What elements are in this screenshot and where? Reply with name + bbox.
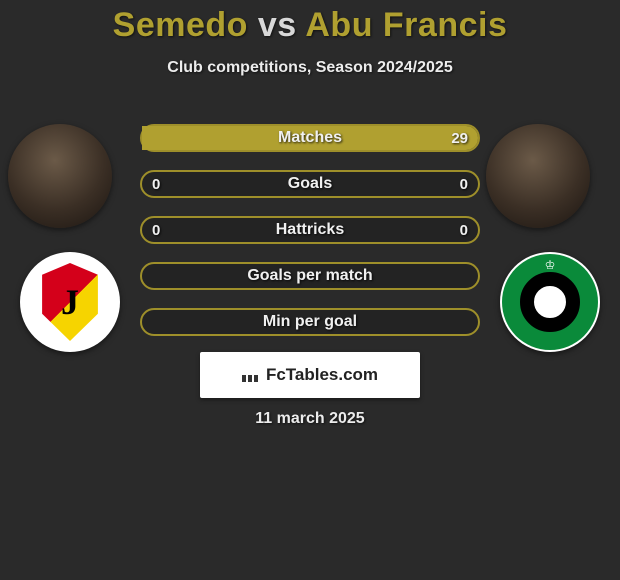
stat-bar: 0 Goals 0 [140,170,480,198]
chart-icon [242,368,260,382]
player2-club-badge: ♔ [500,252,600,352]
comparison-subtitle: Club competitions, Season 2024/2025 [0,59,620,77]
stat-label: Goals [288,175,332,193]
stat-label: Hattricks [276,221,344,239]
stat-value-right: 0 [460,222,468,239]
stat-value-right: 29 [451,130,468,147]
stat-label: Min per goal [263,313,357,331]
stat-value-right: 0 [460,176,468,193]
player1-club-badge [20,252,120,352]
club-crest-right-icon: ♔ [502,254,598,350]
stat-label: Goals per match [247,267,372,285]
vs-text: vs [258,6,297,44]
club-crest-left-icon [39,263,101,341]
branding-badge: FcTables.com [200,352,420,398]
stat-bar: Matches 29 [140,124,480,152]
stat-value-left: 0 [152,176,160,193]
player2-portrait [486,124,590,228]
branding-text: FcTables.com [266,365,378,385]
stat-bar: 0 Hattricks 0 [140,216,480,244]
stat-bar: Min per goal [140,308,480,336]
club-crest-ring-icon [520,272,580,332]
player1-name: Semedo [113,6,248,44]
player1-portrait [8,124,112,228]
player2-name: Abu Francis [305,6,507,44]
stat-value-left: 0 [152,222,160,239]
stat-bar: Goals per match [140,262,480,290]
comparison-title: Semedo vs Abu Francis [0,0,620,45]
stat-label: Matches [278,129,342,147]
snapshot-date: 11 march 2025 [0,410,620,428]
stats-bars: Matches 29 0 Goals 0 0 Hattricks 0 Goals per mat… [140,124,480,354]
crown-icon: ♔ [545,258,556,272]
